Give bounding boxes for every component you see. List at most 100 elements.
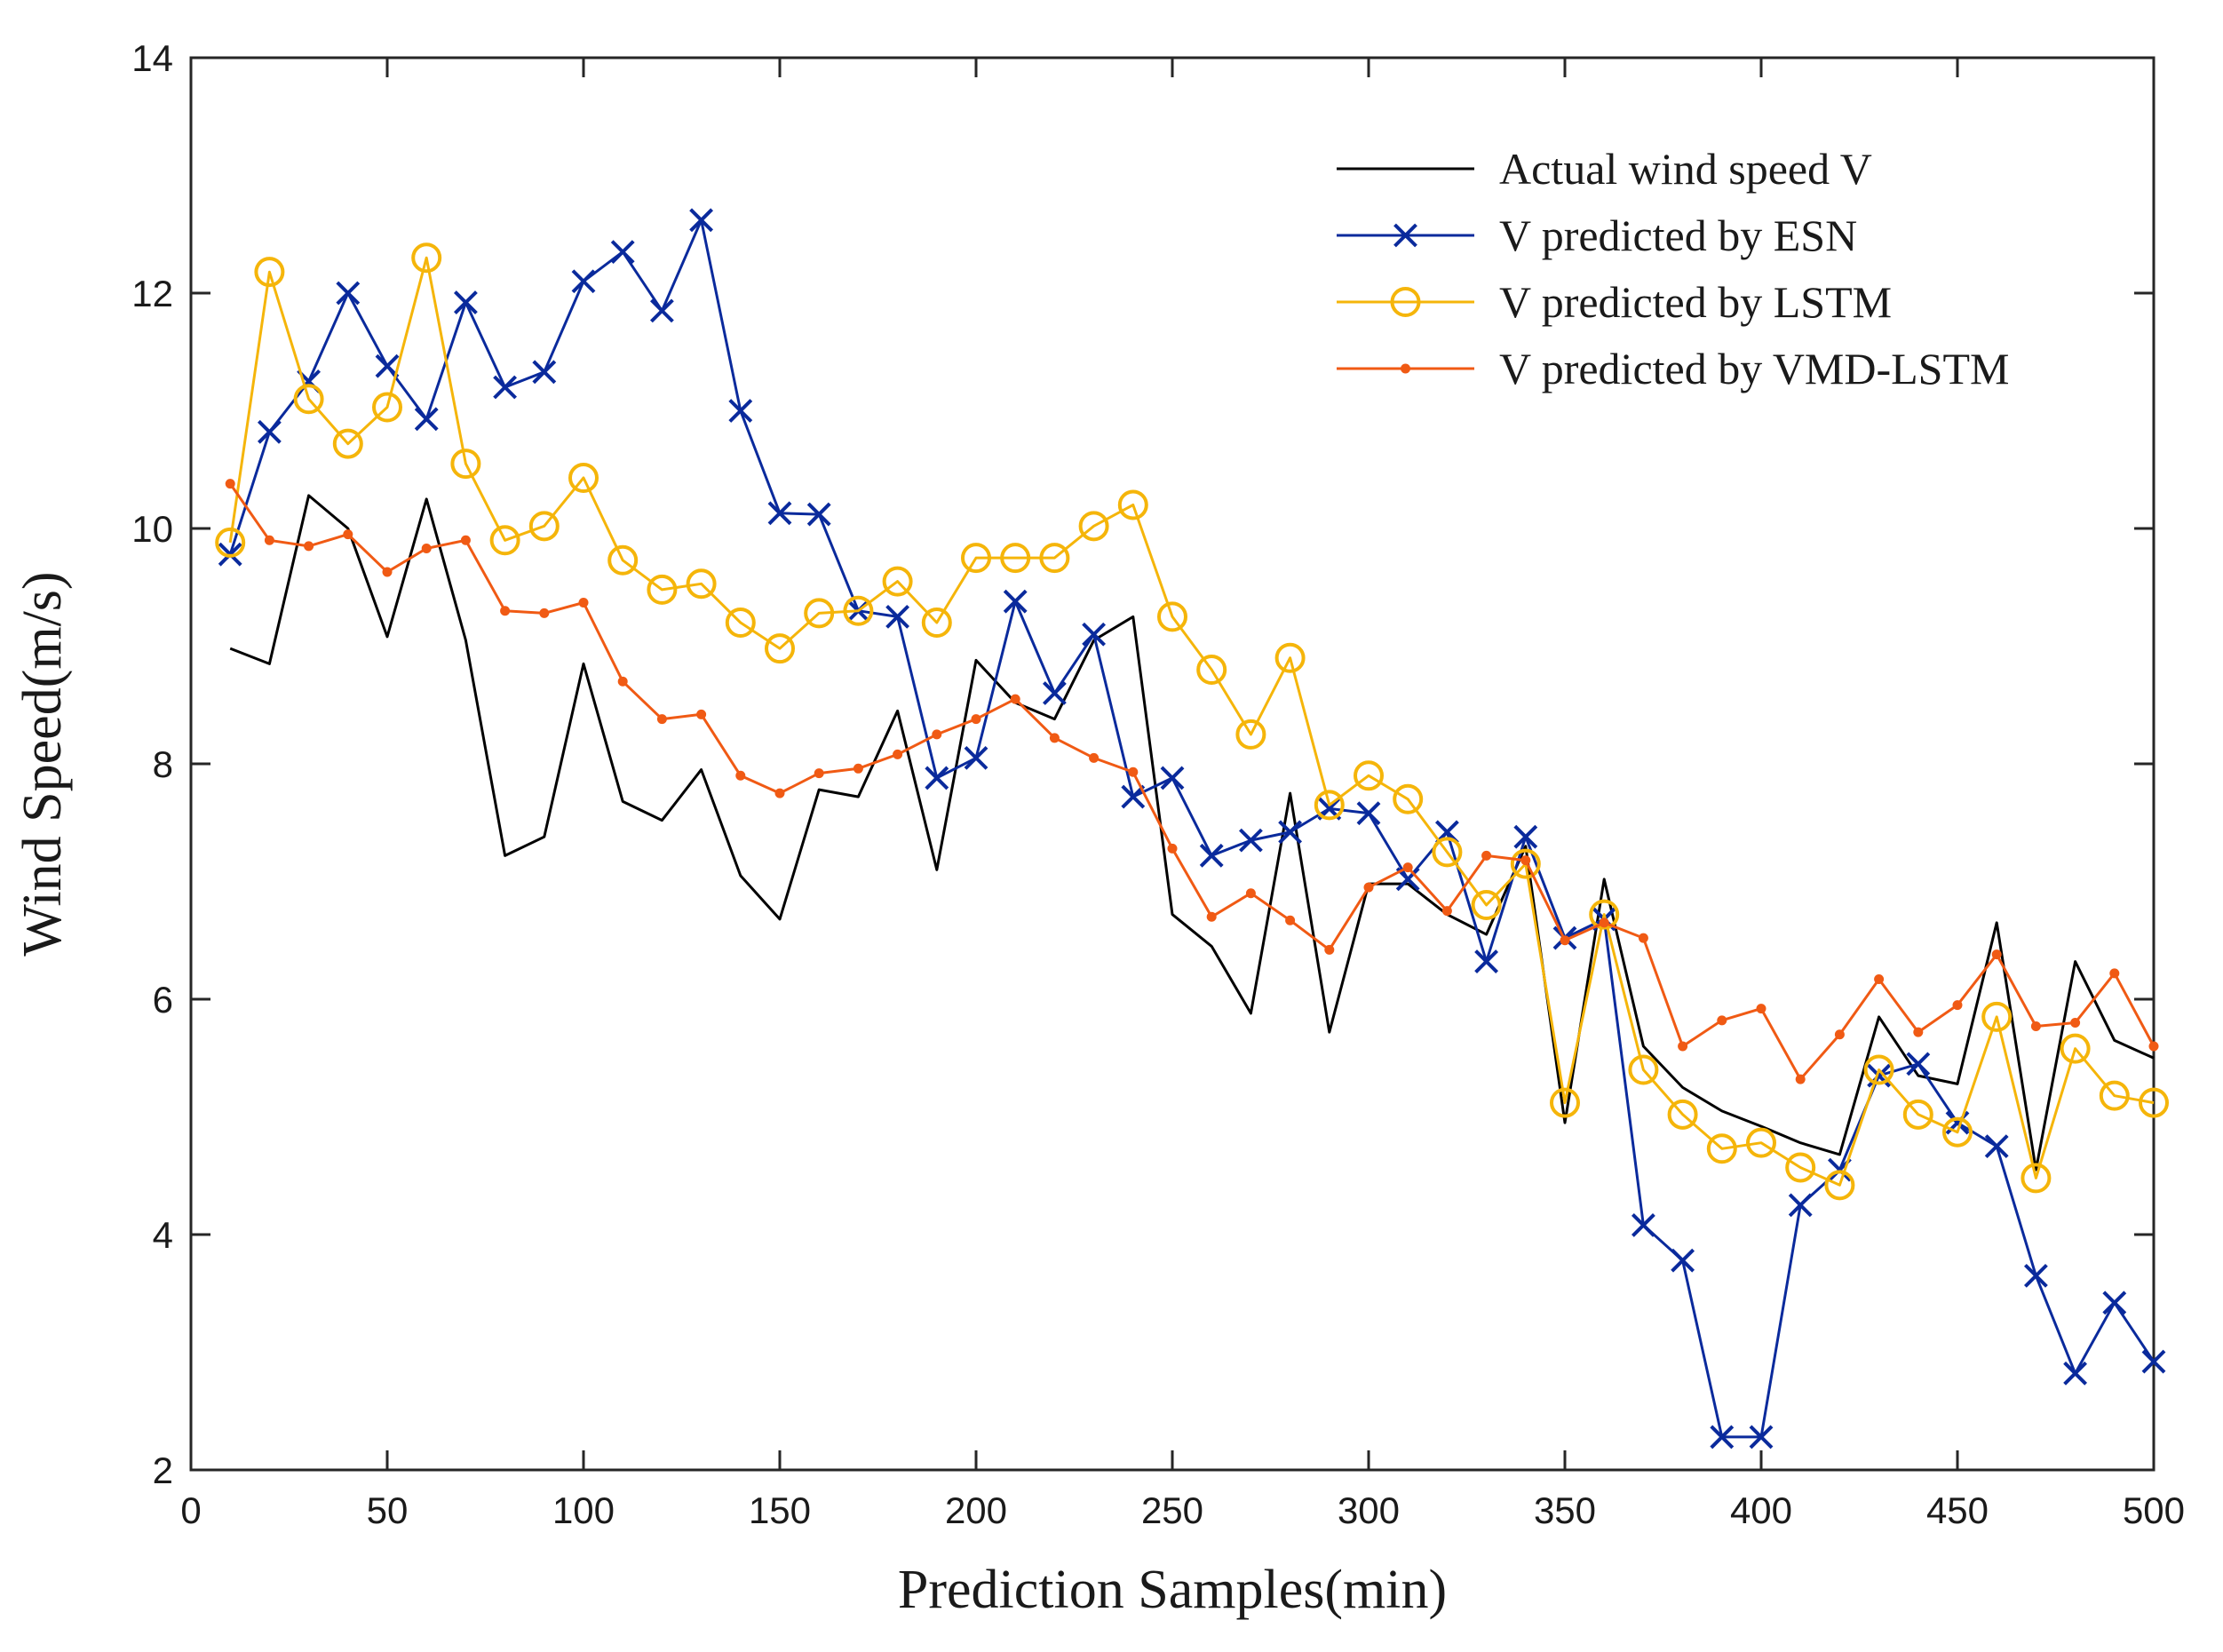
data-point	[1049, 733, 1060, 743]
x-tick-label: 350	[1534, 1489, 1596, 1531]
x-marker-stroke	[806, 502, 831, 527]
x-marker-stroke	[375, 353, 400, 378]
data-point	[765, 633, 795, 664]
x-tick-label: 50	[367, 1489, 409, 1531]
data-point	[2023, 1263, 2048, 1288]
y-axis-title: Wind Speed(m/s)	[12, 571, 73, 956]
data-point	[539, 608, 550, 618]
data-point	[1393, 783, 1424, 814]
data-point	[689, 208, 714, 233]
data-point	[1560, 935, 1570, 946]
x-marker-stroke	[1395, 867, 1420, 892]
x-marker-stroke	[1356, 801, 1381, 826]
data-point	[1984, 1134, 2009, 1159]
data-point	[578, 597, 589, 608]
data-point	[254, 257, 285, 288]
y-tick-label: 12	[131, 273, 173, 314]
data-point	[1520, 855, 1531, 866]
x-tick-label: 300	[1338, 1489, 1400, 1531]
data-point	[2109, 968, 2120, 979]
data-point	[1481, 850, 1492, 861]
x-tick-label: 400	[1730, 1489, 1792, 1531]
x-marker-stroke	[1984, 1134, 2009, 1159]
x-marker-stroke	[257, 419, 282, 444]
data-point	[1638, 933, 1648, 943]
series-3	[225, 479, 2159, 1084]
x-tick-label: 0	[180, 1489, 201, 1531]
data-point	[411, 242, 442, 274]
data-point	[1942, 1116, 1973, 1148]
x-marker-stroke	[414, 407, 439, 432]
data-point	[568, 463, 599, 494]
x-marker-stroke	[885, 604, 910, 629]
x-marker-stroke	[964, 745, 988, 770]
x-marker-stroke	[728, 399, 753, 423]
data-point	[1706, 1133, 1737, 1164]
x-marker-stroke	[336, 281, 361, 306]
plot-area	[189, 56, 2156, 1472]
x-marker-stroke	[610, 240, 635, 265]
x-marker-stroke	[1238, 828, 1263, 853]
x-tick-label: 450	[1926, 1489, 1989, 1531]
x-tick-label: 200	[945, 1489, 1007, 1531]
data-point	[1824, 1170, 1855, 1201]
data-point	[2070, 1018, 2081, 1028]
x-axis-title: Prediction Samples(min)	[898, 1560, 1447, 1620]
x-marker-stroke	[1199, 843, 1224, 868]
data-point	[2102, 1291, 2127, 1315]
data-point	[804, 598, 835, 629]
data-point	[293, 384, 324, 415]
data-point	[453, 290, 478, 315]
data-point	[1785, 1152, 1816, 1183]
data-point	[1902, 1099, 1933, 1130]
data-point	[1441, 906, 1452, 917]
data-point	[1117, 489, 1148, 520]
data-point	[1003, 589, 1028, 614]
data-point	[806, 502, 831, 527]
x-marker-stroke	[1160, 766, 1185, 790]
legend-marker	[1401, 363, 1410, 374]
data-point	[814, 768, 824, 779]
data-point	[493, 375, 518, 400]
legend-marker	[1390, 287, 1421, 317]
data-point	[1160, 766, 1185, 790]
x-marker-stroke	[1513, 824, 1538, 849]
data-point	[1874, 973, 1885, 984]
legend-label: V predicted by ESN	[1499, 210, 1857, 260]
x-tick-label: 250	[1141, 1489, 1203, 1531]
data-point	[1671, 1248, 1695, 1273]
x-marker-stroke	[1393, 223, 1417, 248]
data-point	[728, 399, 753, 423]
data-point	[225, 479, 235, 489]
data-point	[1128, 766, 1139, 777]
data-point	[1121, 784, 1146, 809]
data-point	[725, 608, 756, 638]
data-point	[617, 676, 628, 687]
x-marker-stroke	[571, 269, 596, 294]
data-point	[343, 529, 353, 540]
x-marker-stroke	[1631, 1212, 1655, 1237]
data-point	[1913, 1027, 1924, 1037]
data-point	[1285, 915, 1296, 925]
data-point	[1756, 1004, 1766, 1014]
data-point	[1795, 1074, 1806, 1084]
x-marker-stroke	[1474, 949, 1499, 974]
data-point	[2141, 1349, 2166, 1374]
x-marker-stroke	[532, 360, 557, 385]
data-point	[1274, 642, 1306, 673]
data-point	[1981, 1001, 2013, 1032]
data-point	[500, 606, 511, 616]
data-point	[1510, 848, 1541, 879]
data-point	[489, 525, 520, 556]
data-point	[264, 535, 274, 545]
data-point	[1952, 1000, 1963, 1011]
data-point	[1235, 719, 1266, 750]
data-point	[1402, 862, 1413, 873]
data-point	[735, 770, 746, 781]
data-point	[1000, 543, 1031, 574]
x-marker-stroke	[1710, 1425, 1735, 1449]
x-marker-stroke	[1788, 1193, 1813, 1218]
data-point	[421, 544, 432, 554]
data-point	[1599, 917, 1609, 928]
